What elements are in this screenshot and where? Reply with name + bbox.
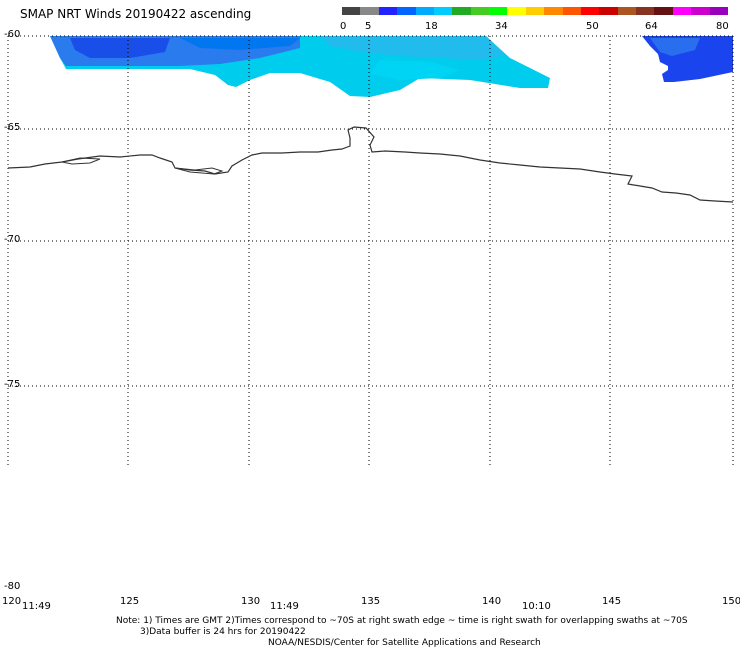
lat-label-70: -70: [4, 234, 21, 245]
swath-time-2: 11:49: [270, 601, 299, 612]
lon-label-135: 135: [361, 596, 381, 607]
note-line-1: Note: 1) Times are GMT 2)Times correspon…: [116, 616, 688, 626]
lat-label-60: -60: [4, 29, 21, 40]
colorbar-segment: [507, 7, 526, 15]
colorbar-label-5: 5: [365, 21, 372, 32]
colorbar-label-50: 50: [586, 21, 599, 32]
map-title: SMAP NRT Winds 20190422 ascending: [20, 7, 252, 21]
lon-label-120: 120: [2, 596, 22, 607]
lat-label-75: -75: [4, 379, 21, 390]
swath-time-3: 10:10: [522, 601, 551, 612]
lon-label-150: 150: [722, 596, 740, 607]
colorbar-segment: [562, 7, 581, 15]
colorbar-segment: [433, 7, 453, 15]
colorbar-segment: [691, 7, 710, 15]
colorbar-segment: [397, 7, 416, 15]
wind-swath-left: [50, 36, 550, 97]
lat-label-80: -80: [4, 581, 21, 592]
lon-label-145: 145: [602, 596, 622, 607]
antarctic-coastline: [7, 126, 734, 203]
colorbar-segment: [489, 7, 508, 15]
colorbar-segment: [378, 7, 398, 15]
colorbar-segment: [525, 7, 545, 15]
colorbar-segment: [415, 7, 434, 15]
coastline-inlet: [61, 157, 224, 175]
map-frame: [7, 35, 734, 465]
credit-line: NOAA/NESDIS/Center for Satellite Applica…: [268, 638, 541, 648]
colorbar-segment: [709, 7, 728, 15]
colorbar-segment: [360, 7, 379, 15]
lat-label-65: -65: [4, 122, 21, 133]
colorbar-segment: [544, 7, 563, 15]
colorbar-segment: [599, 7, 618, 15]
colorbar-segment: [342, 7, 361, 15]
colorbar-label-0: 0: [340, 21, 347, 32]
swath-time-1: 11:49: [22, 601, 51, 612]
colorbar-label-80: 80: [716, 21, 729, 32]
colorbar-segment: [580, 7, 600, 15]
colorbar-segment: [452, 7, 471, 15]
lon-label-140: 140: [482, 596, 502, 607]
wind-swath-right: [642, 36, 733, 82]
lon-label-125: 125: [120, 596, 140, 607]
wind-speed-colorbar: [342, 7, 728, 15]
colorbar-label-34: 34: [495, 21, 508, 32]
colorbar-segment: [636, 7, 655, 15]
grid-lines: [8, 36, 733, 465]
lon-label-130: 130: [241, 596, 261, 607]
colorbar-segment: [470, 7, 489, 15]
colorbar-label-64: 64: [645, 21, 658, 32]
colorbar-label-18: 18: [425, 21, 438, 32]
colorbar-segment: [672, 7, 692, 15]
note-line-2: 3)Data buffer is 24 hrs for 20190422: [140, 627, 306, 637]
colorbar-segment: [617, 7, 636, 15]
colorbar-segment: [654, 7, 673, 15]
